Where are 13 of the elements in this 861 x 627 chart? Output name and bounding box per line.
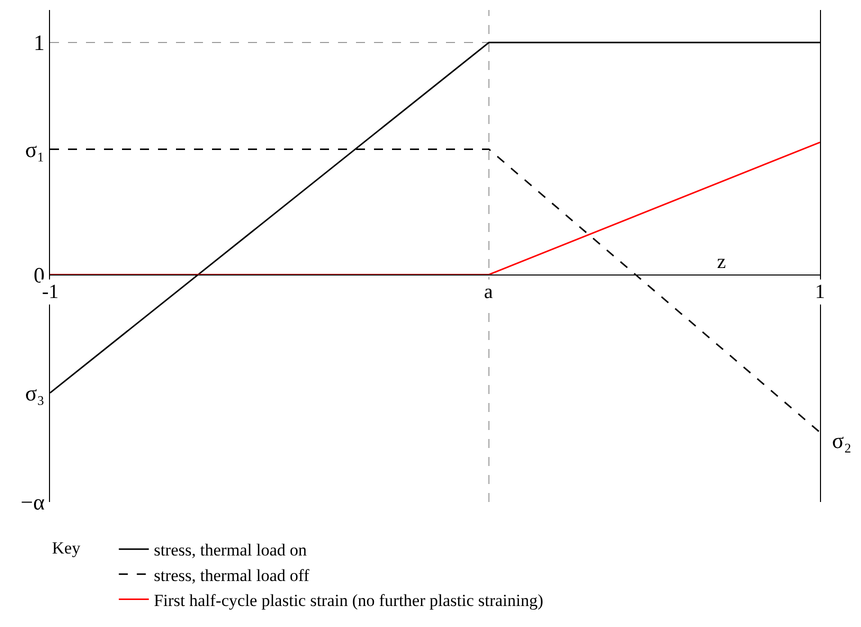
legend-label: stress, thermal load on bbox=[154, 540, 308, 560]
x-tick-label: -1 bbox=[42, 281, 59, 303]
y-tick-label: 1 bbox=[34, 30, 45, 56]
y-tick-label: σ₃ bbox=[25, 380, 45, 406]
annotation: σ₂ bbox=[832, 428, 852, 453]
legend-label: First half-cycle plastic strain (no further plastic straining) bbox=[154, 590, 544, 610]
legend-label: stress, thermal load off bbox=[154, 566, 310, 585]
y-tick-label: σ₁ bbox=[25, 136, 45, 162]
x-axis-title: z bbox=[717, 251, 726, 273]
x-tick-label: 1 bbox=[815, 281, 825, 303]
x-tick-label: a bbox=[484, 281, 493, 303]
y-tick-label: −α bbox=[20, 490, 46, 515]
legend-title: Key bbox=[52, 538, 106, 558]
